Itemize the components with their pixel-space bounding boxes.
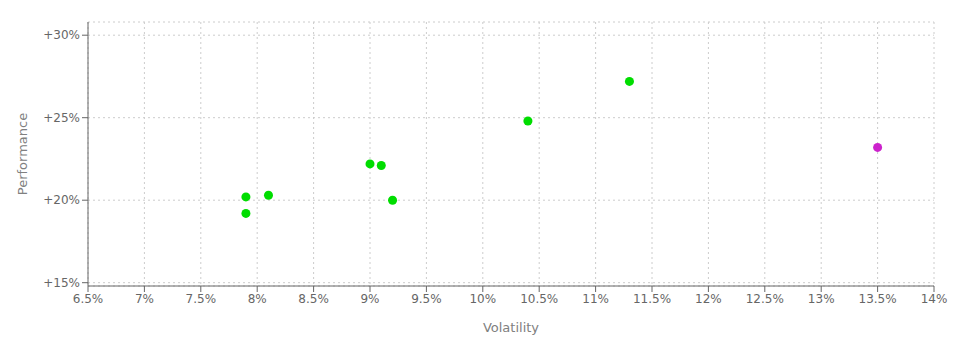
svg-text:13%: 13% — [808, 292, 835, 306]
svg-text:11.5%: 11.5% — [633, 292, 671, 306]
svg-text:8.5%: 8.5% — [298, 292, 329, 306]
svg-text:9%: 9% — [360, 292, 379, 306]
svg-text:+25%: +25% — [43, 111, 80, 125]
svg-text:+30%: +30% — [43, 28, 80, 42]
svg-text:Volatility: Volatility — [483, 320, 539, 335]
svg-text:10%: 10% — [469, 292, 496, 306]
svg-text:13.5%: 13.5% — [859, 292, 897, 306]
svg-text:+20%: +20% — [43, 193, 80, 207]
svg-text:6.5%: 6.5% — [73, 292, 104, 306]
svg-text:7%: 7% — [135, 292, 154, 306]
svg-text:+15%: +15% — [43, 276, 80, 290]
svg-text:7.5%: 7.5% — [186, 292, 217, 306]
svg-text:11%: 11% — [582, 292, 609, 306]
svg-text:Performance: Performance — [15, 113, 30, 195]
svg-text:12%: 12% — [695, 292, 722, 306]
svg-text:14%: 14% — [921, 292, 948, 306]
svg-text:12.5%: 12.5% — [746, 292, 784, 306]
svg-text:9.5%: 9.5% — [411, 292, 442, 306]
svg-text:10.5%: 10.5% — [520, 292, 558, 306]
svg-text:8%: 8% — [248, 292, 267, 306]
